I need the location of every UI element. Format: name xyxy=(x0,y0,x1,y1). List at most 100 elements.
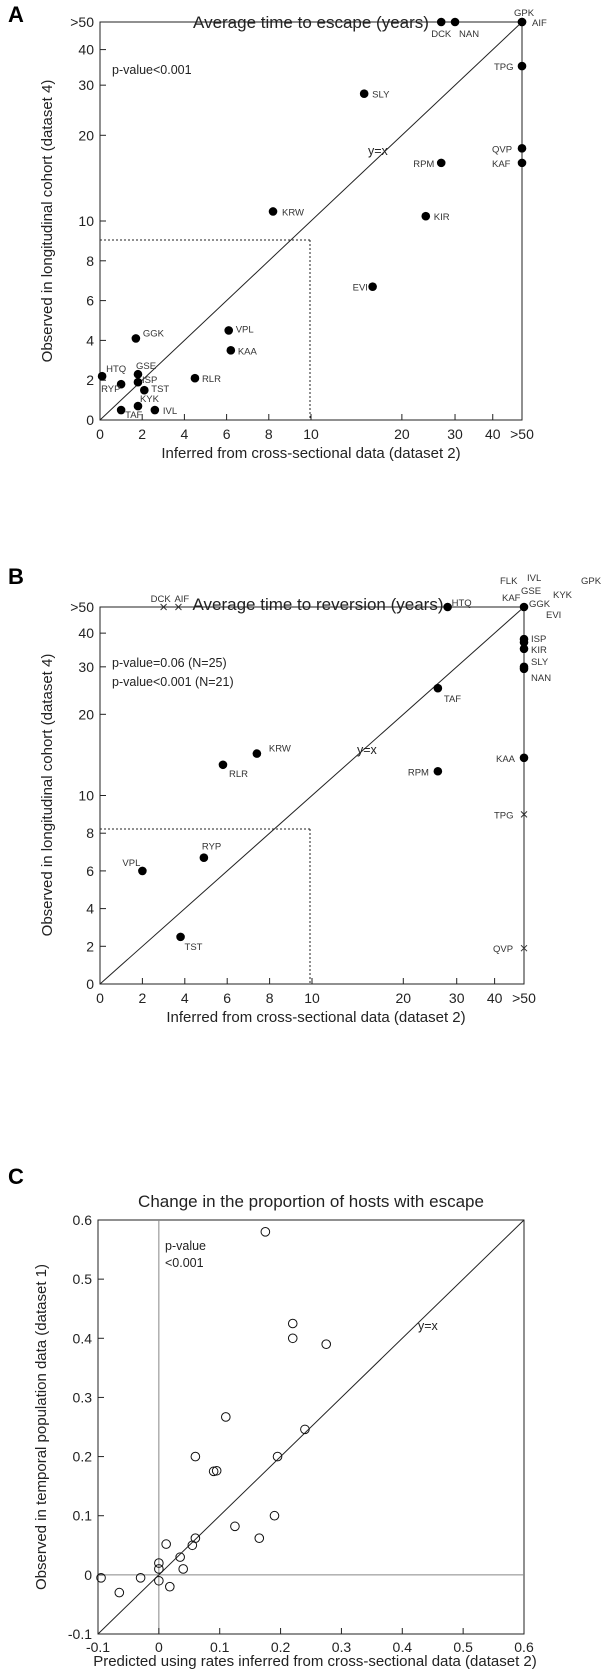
x-tick-label: 10 xyxy=(303,426,319,442)
x-tick-label: 0 xyxy=(155,1639,163,1655)
x-tick-label: 0.6 xyxy=(514,1639,534,1655)
x-tick-label: 0 xyxy=(96,990,104,1006)
y-tick-label: 30 xyxy=(78,77,94,93)
panel-b-corner-label: GGK xyxy=(529,599,551,610)
point-label: AIF xyxy=(532,18,547,29)
panel-b: B Average time to reversion (years) y=x … xyxy=(8,564,602,1026)
panel-c: C Change in the proportion of hosts with… xyxy=(8,1164,537,1670)
point-label: HTQ xyxy=(106,364,126,375)
panel-b-pvalue-2: p-value<0.001 (N=21) xyxy=(112,675,234,689)
data-point xyxy=(359,89,369,98)
panel-a: A Average time to escape (years) y=x p-v… xyxy=(8,2,547,462)
panel-a-ylabel: Observed in longitudinal cohort (dataset… xyxy=(39,80,56,363)
x-tick-label: 10 xyxy=(304,990,320,1006)
panel-a-diagonal xyxy=(99,21,523,421)
data-point xyxy=(254,1533,265,1543)
panel-c-xticks: -0.1 0 0.1 0.2 0.3 0.4 0.5 0.6 xyxy=(86,1628,534,1655)
data-point xyxy=(154,1558,164,1568)
y-tick-label: 10 xyxy=(78,788,94,804)
x-tick-label: 40 xyxy=(487,990,503,1006)
panel-b-corner-label: KAF xyxy=(502,593,521,604)
data-point xyxy=(114,1587,125,1598)
panel-c-letter: C xyxy=(8,1164,24,1189)
point-label: GPK xyxy=(514,8,535,19)
panel-b-corner-label: EVI xyxy=(546,610,561,621)
data-point xyxy=(436,158,446,168)
data-point xyxy=(433,683,443,693)
point-label: RLR xyxy=(202,374,221,385)
data-point xyxy=(116,379,126,389)
point-label: GGK xyxy=(143,328,165,339)
data-point xyxy=(443,602,452,612)
x-tick-label: 2 xyxy=(139,990,147,1006)
panel-b-corner-label: GPK xyxy=(581,576,602,587)
panel-c-pvalue-2: <0.001 xyxy=(165,1256,204,1270)
data-point xyxy=(154,1564,164,1574)
data-point-cross xyxy=(520,944,528,952)
data-point xyxy=(221,1412,231,1422)
data-point xyxy=(268,207,278,216)
data-point xyxy=(517,17,527,27)
y-tick-label: -0.1 xyxy=(68,1626,92,1642)
data-point xyxy=(138,866,147,876)
point-label: NAN xyxy=(531,673,551,684)
data-point xyxy=(519,664,529,674)
panel-c-diagonal-label: y=x xyxy=(418,1319,439,1333)
point-label: RYP xyxy=(101,384,120,395)
point-label: HTQ xyxy=(452,598,472,609)
y-tick-label: 8 xyxy=(86,253,94,269)
panel-b-xlabel: Inferred from cross-sectional data (data… xyxy=(166,1009,465,1026)
y-tick-label: 0.3 xyxy=(73,1389,93,1405)
x-tick-label: 40 xyxy=(485,426,501,442)
panel-c-points xyxy=(96,1227,332,1598)
data-point xyxy=(519,753,529,763)
data-point xyxy=(133,377,143,387)
panel-c-pvalue-1: p-value xyxy=(165,1239,206,1253)
y-tick-label: >50 xyxy=(70,14,94,30)
y-tick-label: 0.4 xyxy=(73,1330,93,1346)
panel-c-diagonal xyxy=(97,1219,525,1635)
data-point xyxy=(450,17,460,27)
panel-b-corner-label: GSE xyxy=(521,586,541,597)
x-tick-label: -0.1 xyxy=(86,1639,110,1655)
data-point xyxy=(252,749,262,758)
data-point xyxy=(133,401,143,411)
point-label: QVP xyxy=(493,944,513,955)
y-tick-label: 2 xyxy=(86,372,94,388)
point-label: TPG xyxy=(494,62,514,73)
x-tick-label: 0 xyxy=(96,426,104,442)
y-tick-label: 20 xyxy=(78,706,94,722)
data-point xyxy=(436,17,446,27)
x-tick-label: 0.3 xyxy=(332,1639,352,1655)
point-label: NAN xyxy=(459,29,479,40)
y-tick-label: 0.2 xyxy=(73,1449,93,1465)
data-point xyxy=(519,644,529,654)
y-tick-label: 0 xyxy=(86,976,94,992)
data-point xyxy=(230,1521,240,1532)
data-point xyxy=(224,326,234,335)
data-point xyxy=(218,760,228,770)
data-point xyxy=(269,1510,280,1521)
data-point xyxy=(211,1465,222,1476)
point-label: TPG xyxy=(494,810,514,821)
data-point xyxy=(131,334,141,343)
data-point xyxy=(517,61,527,71)
panel-a-yticks: 0 2 4 6 8 10 20 30 40 >50 xyxy=(70,14,106,428)
y-tick-label: >50 xyxy=(70,599,94,615)
x-tick-label: 8 xyxy=(265,426,273,442)
y-tick-label: 0.6 xyxy=(73,1212,93,1228)
panel-c-ylabel: Observed in temporal population data (da… xyxy=(33,1264,50,1590)
data-point-cross xyxy=(520,810,528,818)
y-tick-label: 20 xyxy=(78,127,94,143)
data-point xyxy=(178,1564,188,1574)
x-tick-label: >50 xyxy=(512,990,536,1006)
point-label: KYK xyxy=(140,394,160,405)
panel-b-diagonal xyxy=(99,606,525,985)
data-point xyxy=(199,853,209,863)
panel-b-xticks: 0 2 4 6 8 10 20 30 40 >50 xyxy=(96,978,536,1006)
y-tick-label: 4 xyxy=(86,332,94,348)
data-point-cross xyxy=(175,603,182,611)
panel-b-yticks: 0 2 4 6 8 10 20 30 40 >50 xyxy=(70,599,106,992)
data-point xyxy=(368,282,377,291)
data-point-cross xyxy=(160,603,167,611)
